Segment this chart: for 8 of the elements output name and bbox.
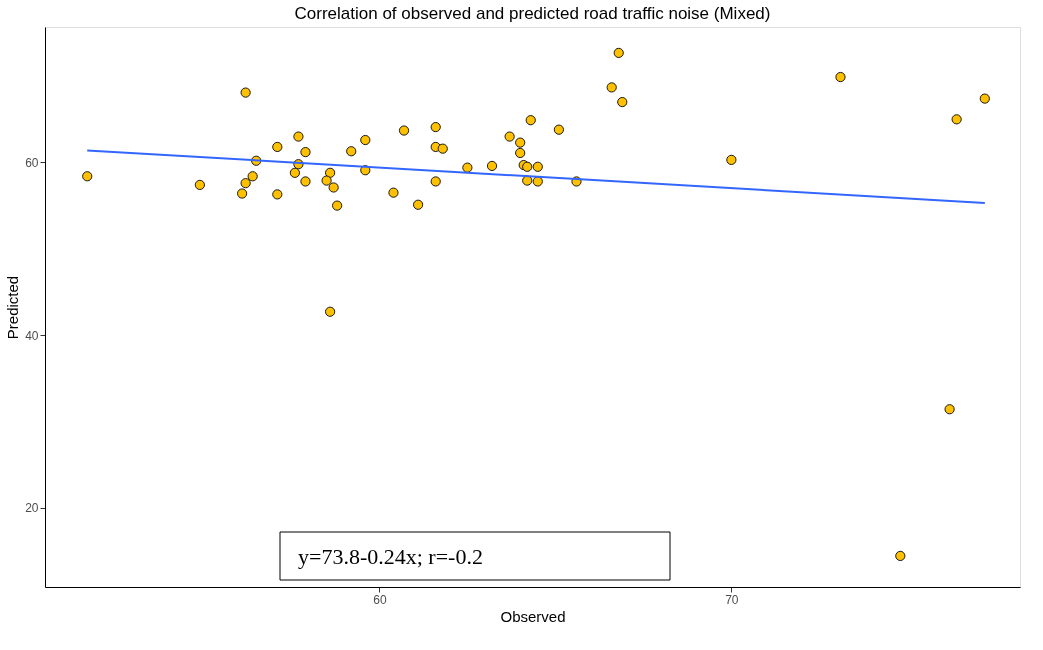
y-tick-label: 60: [25, 155, 39, 170]
y-tick-label: 20: [25, 501, 39, 516]
chart-title: Correlation of observed and predicted road traffic noise (Mixed): [294, 4, 771, 23]
y-tick-label: 40: [25, 328, 39, 343]
x-axis-title: Observed: [500, 607, 566, 625]
annotation: y=73.8-0.24x; r=-0.2: [298, 544, 483, 569]
y-axis-title: Predicted: [4, 275, 22, 340]
x-tick-label: 70: [725, 592, 739, 607]
